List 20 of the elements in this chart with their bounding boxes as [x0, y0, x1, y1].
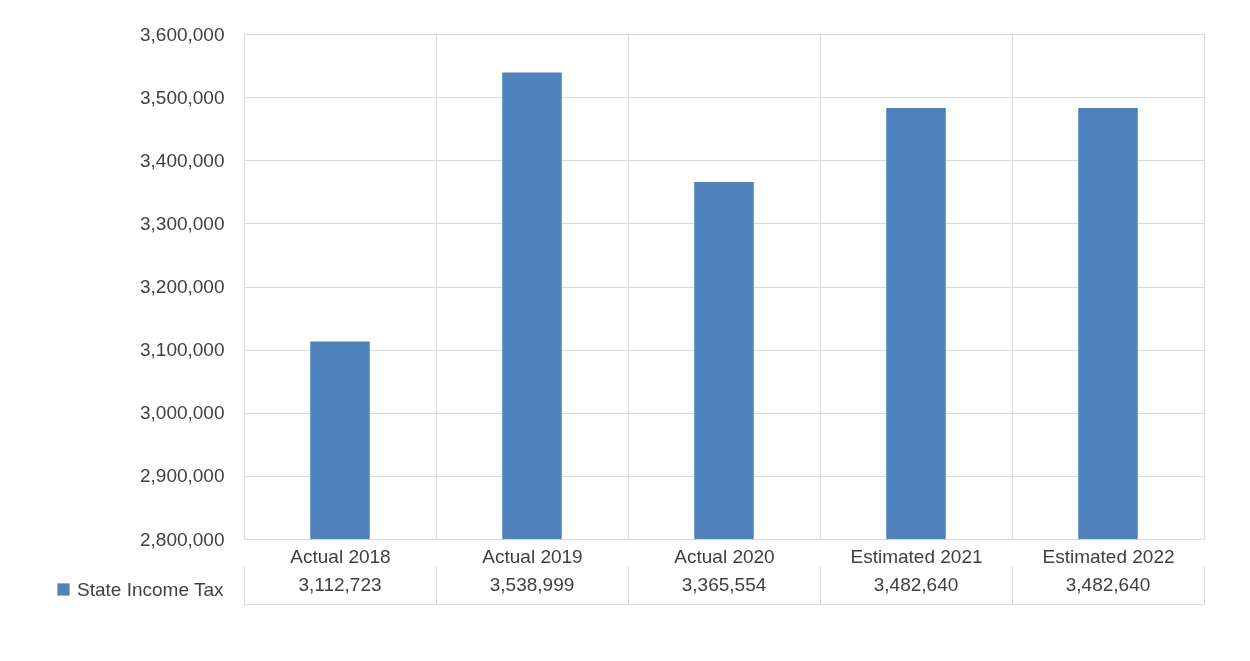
y-tick-label: 2,900,000	[139, 465, 225, 487]
x-tick-label: Estimated 2021	[850, 545, 983, 567]
data-label: 3,538,999	[489, 574, 575, 595]
y-tick-label: 3,500,000	[139, 86, 225, 108]
data-label: 3,112,723	[298, 574, 382, 595]
y-tick-label: 3,000,000	[139, 402, 225, 424]
data-label: 3,482,640	[1065, 574, 1151, 595]
x-tick-label: Actual 2019	[482, 545, 583, 567]
y-tick-label: 3,400,000	[139, 149, 225, 171]
y-tick-label: 3,300,000	[139, 212, 225, 234]
y-tick-label: 3,600,000	[139, 23, 225, 45]
x-tick-label: Actual 2018	[290, 545, 391, 567]
legend-label: State Income Tax	[77, 578, 224, 600]
data-label: 3,482,640	[873, 574, 959, 595]
x-tick-label: Actual 2020	[674, 545, 775, 567]
data-label: 3,365,554	[681, 574, 767, 595]
x-tick-label: Estimated 2022	[1042, 545, 1175, 567]
y-tick-label: 3,200,000	[139, 276, 225, 297]
y-tick-label: 3,100,000	[139, 339, 225, 361]
y-tick-label: 2,800,000	[139, 528, 225, 550]
